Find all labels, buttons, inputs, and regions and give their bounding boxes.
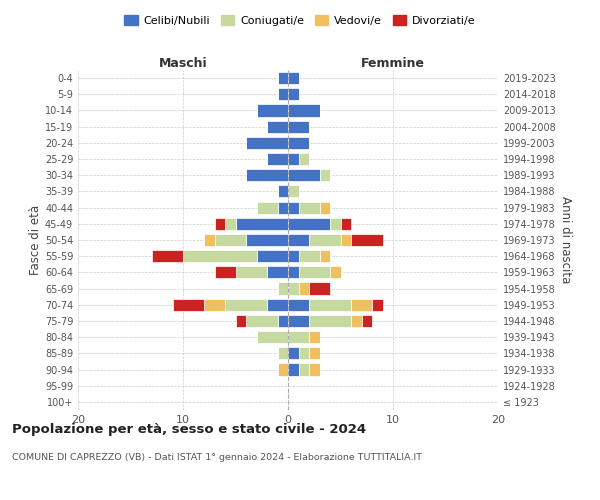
Bar xyxy=(288,331,309,343)
Bar xyxy=(330,266,341,278)
Bar xyxy=(257,250,288,262)
Bar xyxy=(215,266,235,278)
Bar xyxy=(267,266,288,278)
Bar xyxy=(183,250,257,262)
Bar xyxy=(277,202,288,213)
Bar xyxy=(341,234,351,246)
Bar xyxy=(372,298,383,311)
Bar xyxy=(309,348,320,360)
Bar xyxy=(299,348,309,360)
Bar xyxy=(288,282,299,294)
Bar xyxy=(351,234,383,246)
Bar xyxy=(288,72,299,84)
Bar xyxy=(299,153,309,165)
Bar xyxy=(246,315,277,327)
Bar xyxy=(351,298,372,311)
Bar xyxy=(309,282,330,294)
Bar xyxy=(309,315,351,327)
Bar xyxy=(288,218,330,230)
Bar xyxy=(277,315,288,327)
Bar xyxy=(235,315,246,327)
Bar xyxy=(288,234,309,246)
Bar xyxy=(288,169,320,181)
Bar xyxy=(309,298,351,311)
Bar xyxy=(309,234,341,246)
Bar xyxy=(309,364,320,376)
Bar xyxy=(235,218,288,230)
Bar xyxy=(320,250,330,262)
Bar xyxy=(288,266,299,278)
Bar xyxy=(204,298,225,311)
Bar xyxy=(277,282,288,294)
Bar xyxy=(267,153,288,165)
Bar xyxy=(361,315,372,327)
Text: Maschi: Maschi xyxy=(158,57,208,70)
Bar xyxy=(215,234,246,246)
Bar xyxy=(288,348,299,360)
Bar xyxy=(351,315,361,327)
Bar xyxy=(288,364,299,376)
Bar xyxy=(299,250,320,262)
Y-axis label: Anni di nascita: Anni di nascita xyxy=(559,196,572,284)
Bar xyxy=(267,120,288,132)
Bar xyxy=(288,104,320,117)
Bar xyxy=(299,202,320,213)
Bar xyxy=(330,218,341,230)
Bar xyxy=(225,298,267,311)
Bar xyxy=(288,153,299,165)
Bar xyxy=(288,88,299,101)
Text: Femmine: Femmine xyxy=(361,57,425,70)
Bar xyxy=(299,266,330,278)
Bar xyxy=(320,202,330,213)
Bar xyxy=(288,250,299,262)
Bar xyxy=(288,202,299,213)
Text: COMUNE DI CAPREZZO (VB) - Dati ISTAT 1° gennaio 2024 - Elaborazione TUTTITALIA.I: COMUNE DI CAPREZZO (VB) - Dati ISTAT 1° … xyxy=(12,452,422,462)
Bar xyxy=(225,218,235,230)
Bar xyxy=(151,250,183,262)
Bar xyxy=(246,137,288,149)
Bar xyxy=(341,218,351,230)
Bar xyxy=(173,298,204,311)
Bar xyxy=(257,104,288,117)
Bar xyxy=(309,331,320,343)
Bar xyxy=(320,169,330,181)
Bar xyxy=(257,202,277,213)
Text: Popolazione per età, sesso e stato civile - 2024: Popolazione per età, sesso e stato civil… xyxy=(12,422,366,436)
Y-axis label: Fasce di età: Fasce di età xyxy=(29,205,42,275)
Bar xyxy=(288,298,309,311)
Bar xyxy=(215,218,225,230)
Bar xyxy=(204,234,215,246)
Legend: Celibi/Nubili, Coniugati/e, Vedovi/e, Divorziati/e: Celibi/Nubili, Coniugati/e, Vedovi/e, Di… xyxy=(120,10,480,30)
Bar xyxy=(288,137,309,149)
Bar xyxy=(257,331,288,343)
Bar xyxy=(277,72,288,84)
Bar xyxy=(277,88,288,101)
Bar xyxy=(235,266,267,278)
Bar xyxy=(246,234,288,246)
Bar xyxy=(267,298,288,311)
Bar xyxy=(277,186,288,198)
Bar xyxy=(277,364,288,376)
Bar xyxy=(246,169,288,181)
Bar xyxy=(299,282,309,294)
Bar xyxy=(288,120,309,132)
Bar xyxy=(288,186,299,198)
Bar xyxy=(299,364,309,376)
Bar xyxy=(288,315,309,327)
Bar xyxy=(277,348,288,360)
